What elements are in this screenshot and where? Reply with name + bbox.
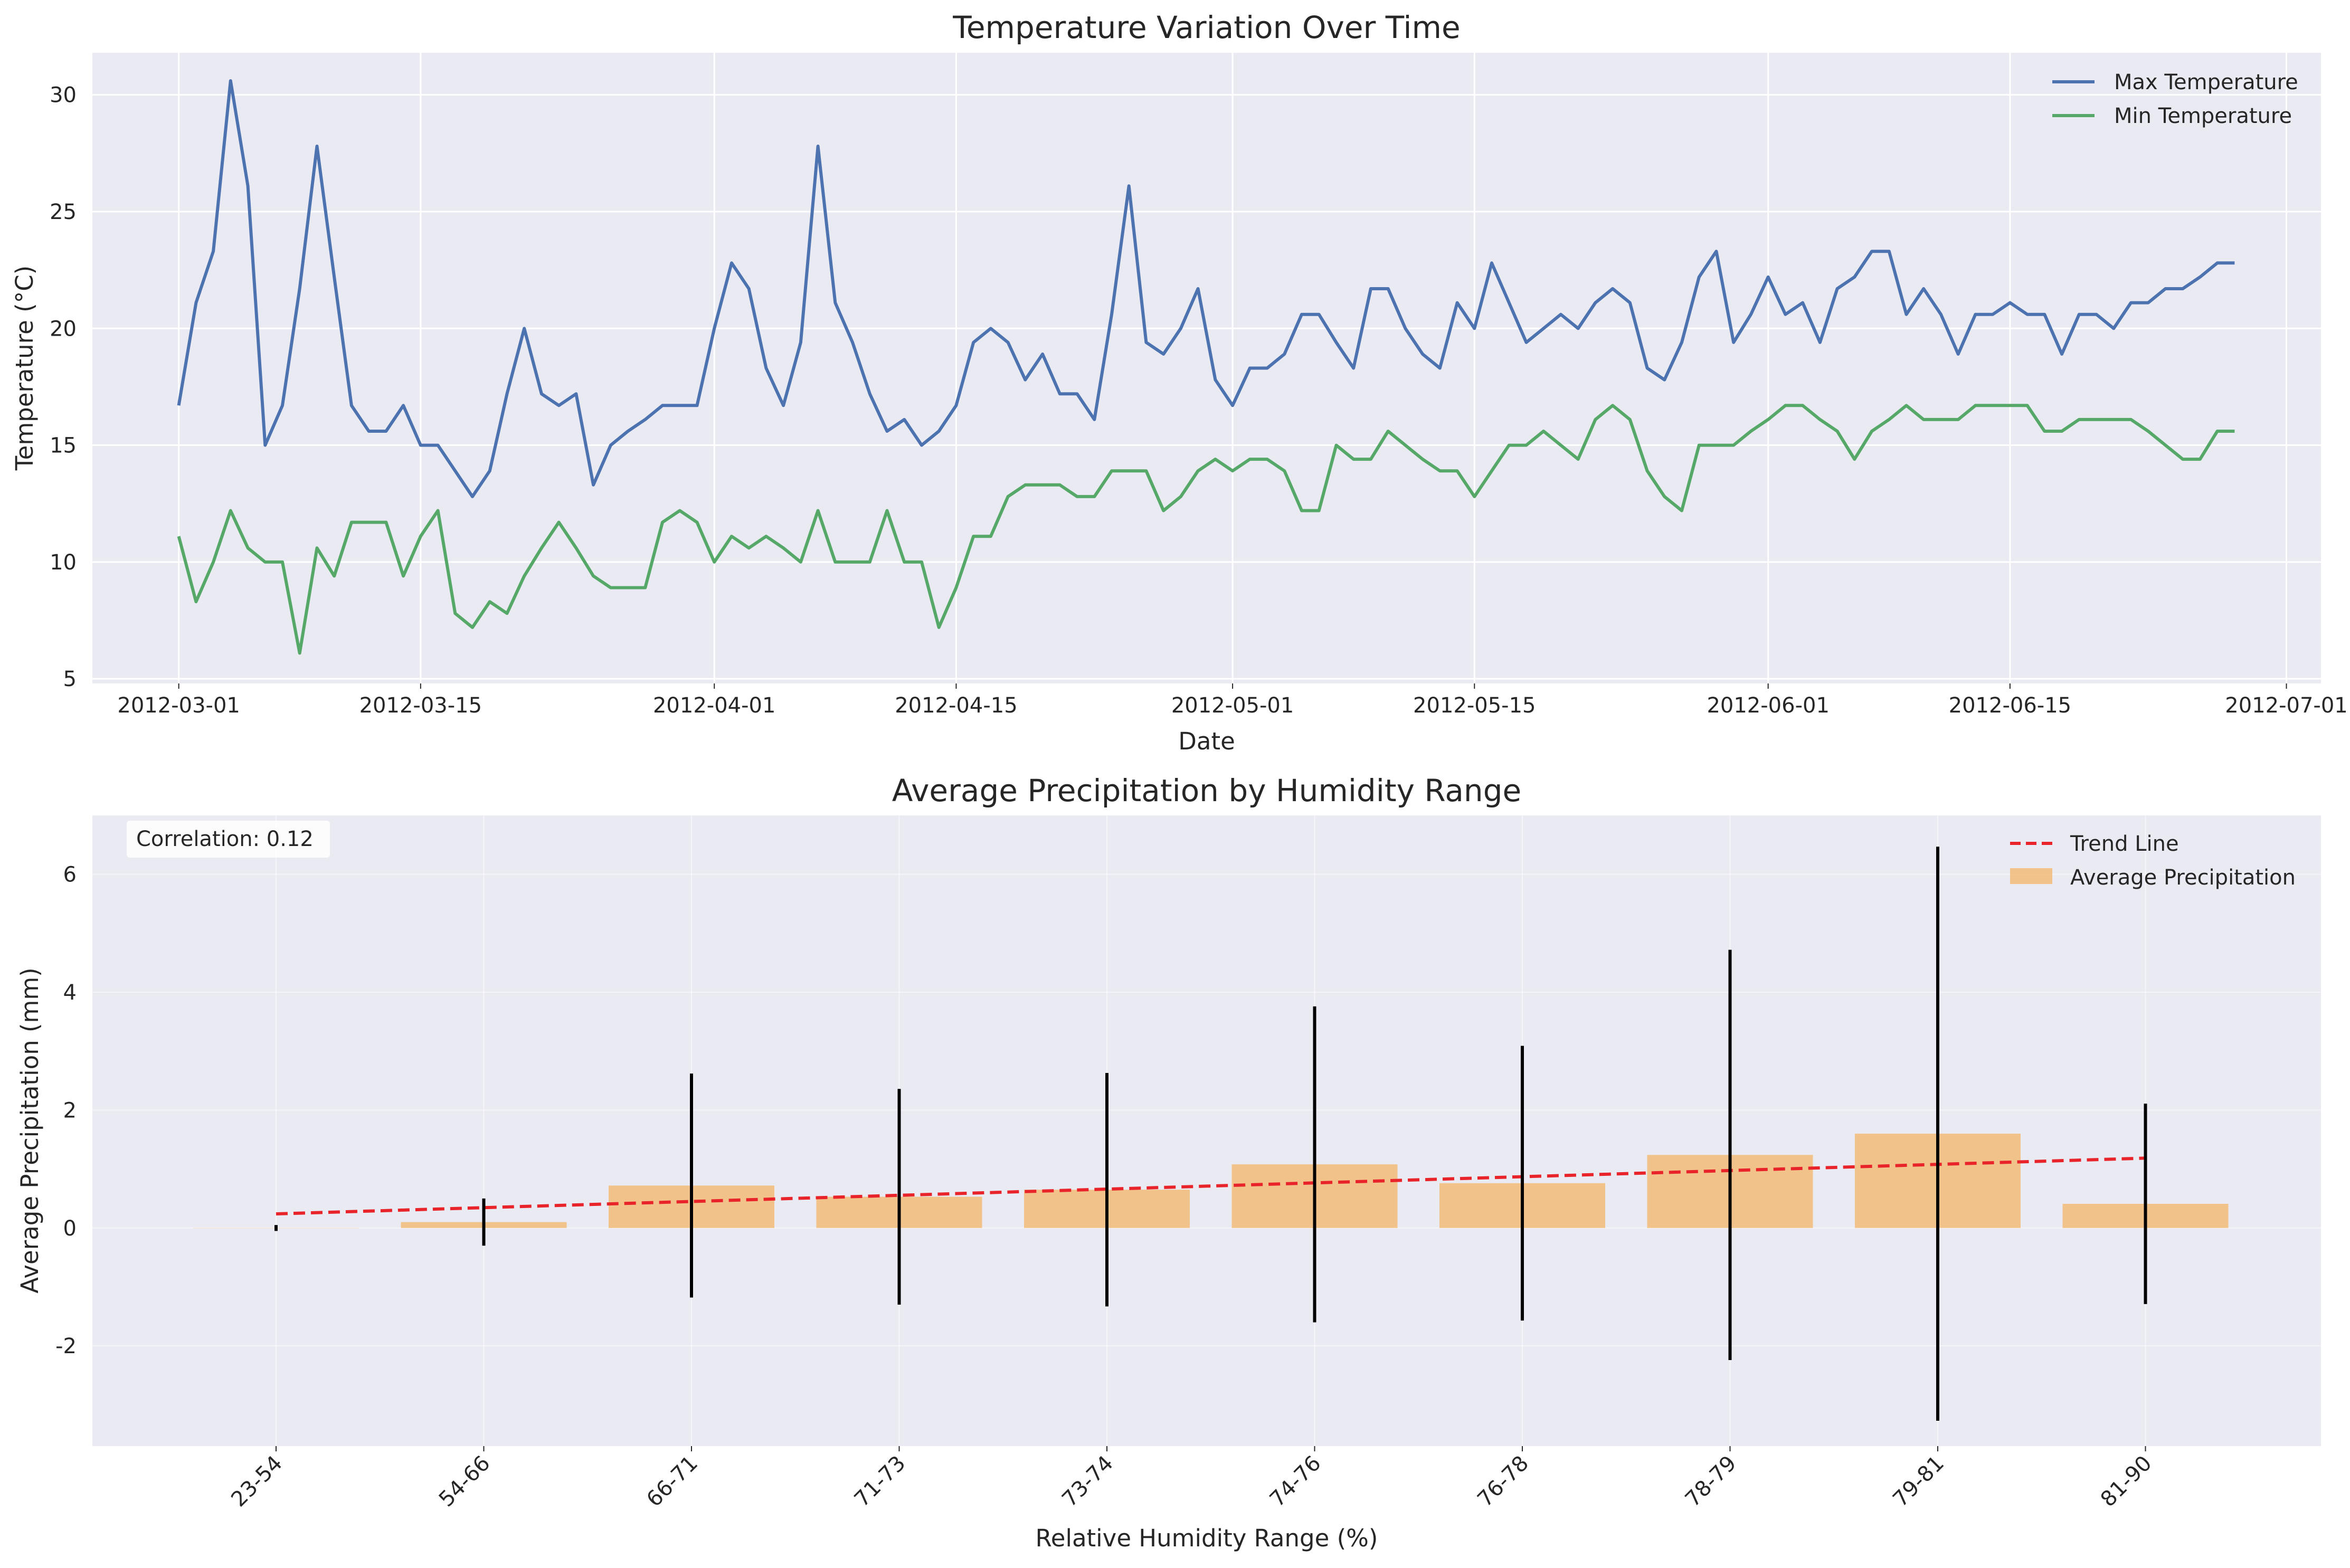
y-tick-label: 6 [63, 863, 77, 887]
legend-swatch-avg-precip [2010, 868, 2052, 884]
temperature-y-ticks: 5 10 15 20 25 30 [50, 83, 77, 691]
trend-line [276, 1156, 2146, 1215]
min-temperature-line [177, 404, 2235, 655]
y-tick-label: 30 [50, 83, 77, 108]
correlation-box [127, 821, 330, 858]
temperature-chart-title: Temperature Variation Over Time [952, 9, 1460, 45]
precipitation-x-axis-label: Relative Humidity Range (%) [1036, 1524, 1378, 1552]
y-tick-label: 0 [63, 1217, 77, 1241]
x-tick-label: 66-71 [642, 1451, 703, 1512]
y-tick-label: 20 [50, 317, 77, 341]
x-tick-label: 54-66 [434, 1451, 495, 1512]
temperature-x-axis-label: Date [1178, 727, 1235, 755]
y-tick-label: 4 [63, 981, 77, 1005]
precipitation-plot-area [92, 815, 2321, 1446]
x-tick-label: 79-81 [1888, 1451, 1949, 1512]
x-tick-label: 74-76 [1265, 1451, 1326, 1512]
temperature-plot-area [92, 53, 2321, 683]
legend-label-avg-precip: Average Precipitation [2070, 866, 2296, 890]
precipitation-chart-title: Average Precipitation by Humidity Range [892, 773, 1521, 809]
x-tick-label: 2012-06-15 [1949, 693, 2071, 718]
legend-label-max-temp: Max Temperature [2114, 70, 2298, 94]
precipitation-x-ticks: 23-54 54-66 66-71 71-73 73-74 74-76 76-78 78-79… [226, 1446, 2157, 1512]
correlation-annotation: Correlation: 0.12 [127, 821, 330, 858]
precipitation-chart: Average Precipitation by Humidity Range … [16, 773, 2321, 1552]
y-tick-label: 5 [63, 667, 77, 691]
temperature-x-ticks: 2012-03-01 2012-03-15 2012-04-01 2012-04-15… [117, 683, 2348, 718]
max-temperature-line [177, 79, 2235, 498]
x-tick-label: 2012-06-01 [1707, 693, 1829, 718]
temperature-chart: Temperature Variation Over Time 2012-03-… [11, 9, 2348, 755]
y-tick-label: 10 [50, 550, 77, 575]
x-tick-label: 78-79 [1681, 1451, 1741, 1512]
precipitation-error-bars [274, 847, 2147, 1421]
x-tick-label: 2012-04-01 [653, 693, 775, 718]
y-tick-label: -2 [55, 1334, 77, 1358]
temperature-series [177, 79, 2235, 655]
legend-label-trend: Trend Line [2070, 832, 2179, 856]
precipitation-y-ticks: -2 0 2 4 6 [55, 863, 77, 1358]
x-tick-label: 2012-03-01 [117, 693, 240, 718]
x-tick-label: 81-90 [2096, 1451, 2157, 1512]
y-tick-label: 15 [50, 434, 77, 458]
x-tick-label: 2012-07-01 [2225, 693, 2347, 718]
y-tick-label: 2 [63, 1098, 77, 1123]
temperature-legend: Max Temperature Min Temperature [2052, 70, 2298, 128]
legend-label-min-temp: Min Temperature [2114, 104, 2292, 128]
precipitation-trend [276, 1156, 2146, 1215]
precipitation-legend: Trend Line Average Precipitation [2010, 832, 2296, 890]
x-tick-label: 23-54 [226, 1451, 287, 1512]
correlation-text: Correlation: 0.12 [136, 827, 314, 851]
x-tick-label: 2012-05-01 [1171, 693, 1294, 718]
x-tick-label: 73-74 [1057, 1451, 1118, 1512]
temperature-y-axis-label: Temperature (°C) [11, 265, 39, 471]
x-tick-label: 71-73 [850, 1451, 911, 1512]
precipitation-y-axis-label: Average Precipitation (mm) [16, 967, 44, 1293]
x-tick-label: 2012-03-15 [359, 693, 482, 718]
x-tick-label: 2012-04-15 [895, 693, 1017, 718]
x-tick-label: 2012-05-15 [1413, 693, 1536, 718]
x-tick-label: 76-78 [1473, 1451, 1533, 1512]
y-tick-label: 25 [50, 200, 77, 224]
